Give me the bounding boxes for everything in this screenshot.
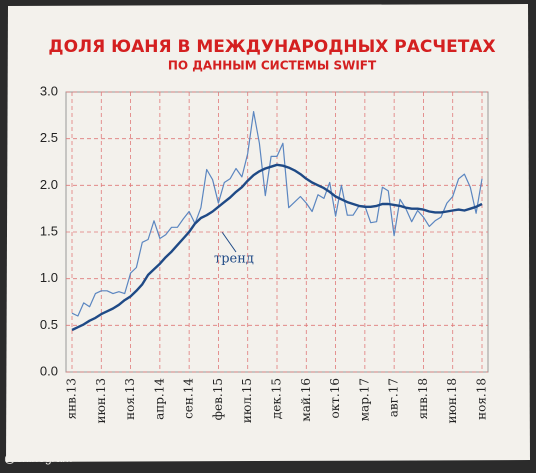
- x-tick-label: ноя.13: [123, 378, 137, 420]
- y-tick-label: 0.0: [40, 363, 58, 378]
- chart-subtitle: ПО ДАННЫМ СИСТЕМЫ SWIFT: [168, 59, 377, 73]
- y-tick-label: 2.0: [40, 177, 58, 192]
- x-tick-label: апр.14: [152, 378, 166, 420]
- x-tick-label: янв.18: [416, 378, 430, 419]
- y-tick-label: 1.0: [40, 270, 58, 285]
- y-tick-label: 3.0: [40, 83, 58, 98]
- x-tick-label: июн.18: [445, 378, 459, 424]
- y-tick-label: 2.5: [40, 130, 58, 145]
- series-line: [71, 163, 483, 332]
- x-tick-label: фев.15: [211, 378, 225, 420]
- annotation-leader: [221, 231, 237, 253]
- chart-title: ДОЛЯ ЮАНЯ В МЕЖДУНАРОДНЫХ РАСЧЕТАХ: [48, 37, 495, 57]
- paper: [6, 4, 530, 462]
- x-tick-label: мар.17: [357, 378, 371, 421]
- x-tick-label: июн.13: [94, 378, 108, 424]
- trend-label: тренд: [214, 252, 254, 267]
- y-tick-label: 0.5: [40, 317, 58, 332]
- series-line: [71, 111, 483, 317]
- x-tick-label: дек.15: [270, 378, 284, 419]
- x-tick-label: авг.17: [387, 378, 401, 417]
- x-tick-label: июл.15: [240, 378, 254, 423]
- y-tick-label: 1.5: [40, 223, 58, 238]
- watermark: @chinogram: [4, 451, 72, 465]
- x-tick-label: окт.16: [328, 378, 342, 418]
- x-tick-label: май.16: [299, 378, 313, 422]
- x-tick-label: ноя.18: [475, 378, 489, 420]
- x-tick-label: янв.13: [65, 378, 79, 419]
- x-tick-label: сен.14: [182, 378, 196, 419]
